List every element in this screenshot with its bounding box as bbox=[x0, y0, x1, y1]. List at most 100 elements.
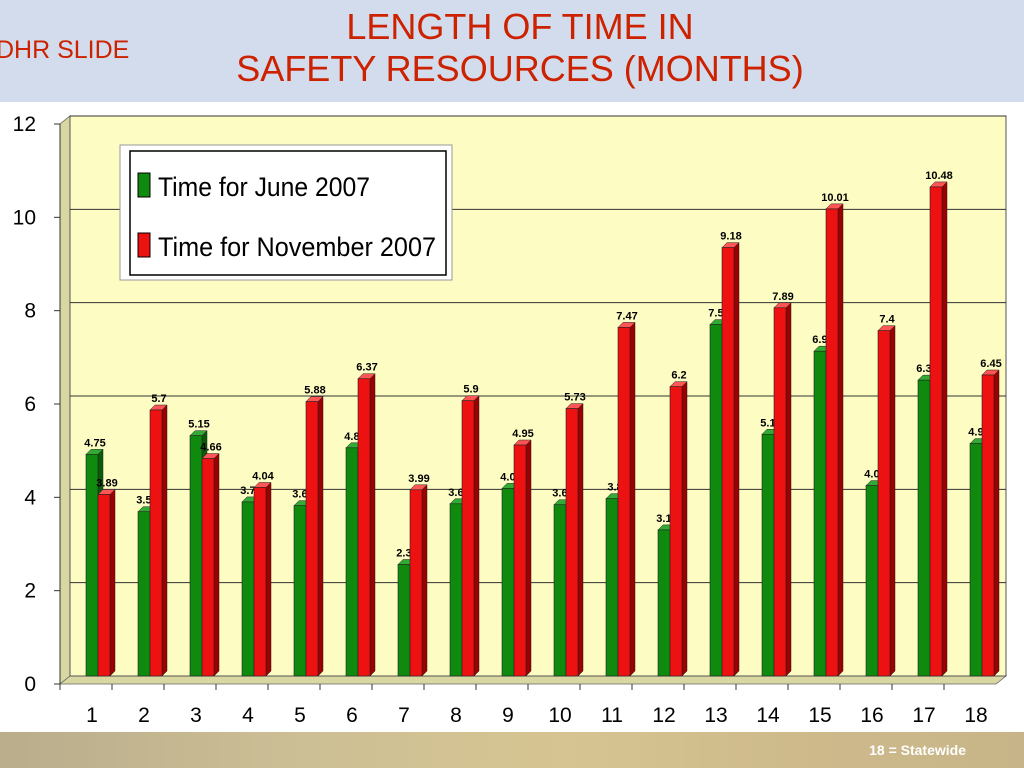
x-tick-label: 6 bbox=[346, 704, 358, 727]
bar bbox=[201, 458, 215, 677]
bar bbox=[773, 307, 787, 677]
legend-label: Time for June 2007 bbox=[158, 172, 370, 202]
data-label: 10.48 bbox=[925, 170, 953, 182]
x-tick-label: 17 bbox=[912, 704, 935, 727]
bar bbox=[189, 435, 203, 677]
plot-side-wall bbox=[59, 115, 71, 685]
bar bbox=[241, 501, 255, 677]
bar bbox=[253, 487, 267, 677]
x-tick-label: 5 bbox=[294, 704, 306, 727]
bar bbox=[409, 489, 423, 677]
bar bbox=[293, 505, 307, 677]
y-tick-label: 0 bbox=[24, 673, 36, 696]
y-tick-label: 6 bbox=[24, 393, 36, 416]
bar bbox=[605, 498, 619, 677]
footer-band bbox=[0, 732, 1024, 768]
data-label: 5.15 bbox=[188, 419, 209, 431]
x-tick-label: 2 bbox=[138, 704, 150, 727]
legend-label: Time for November 2007 bbox=[158, 232, 436, 262]
bar-chart: 0246810124.753.8913.525.725.154.6633.734… bbox=[13, 113, 1008, 727]
bar-side bbox=[941, 181, 948, 677]
bar-side bbox=[837, 203, 844, 677]
bar bbox=[461, 400, 475, 677]
bar bbox=[813, 350, 827, 677]
x-tick-label: 13 bbox=[704, 704, 727, 727]
bar bbox=[97, 494, 111, 677]
x-tick-label: 7 bbox=[398, 704, 410, 727]
y-tick-label: 4 bbox=[24, 486, 36, 509]
data-label: 4.95 bbox=[512, 428, 533, 440]
bar bbox=[513, 444, 527, 677]
data-label: 6.37 bbox=[356, 362, 377, 374]
data-label: 4.66 bbox=[200, 442, 221, 454]
data-label: 5.7 bbox=[151, 393, 166, 405]
legend-swatch bbox=[137, 232, 151, 258]
data-label: 10.01 bbox=[821, 192, 849, 204]
slide-title: LENGTH OF TIME IN SAFETY RESOURCES (MONT… bbox=[140, 6, 900, 90]
bar bbox=[981, 374, 995, 677]
x-tick-label: 11 bbox=[601, 704, 623, 727]
title-band bbox=[0, 0, 1024, 102]
data-label: 3.89 bbox=[96, 477, 117, 489]
bar-side bbox=[681, 381, 688, 677]
title-line-2: SAFETY RESOURCES (MONTHS) bbox=[236, 48, 804, 89]
data-label: 4.75 bbox=[84, 437, 105, 449]
legend-frame bbox=[129, 150, 447, 276]
title-line-1: LENGTH OF TIME IN bbox=[346, 6, 694, 47]
bar bbox=[449, 503, 463, 677]
bar bbox=[657, 529, 671, 677]
plot-floor bbox=[58, 675, 1008, 685]
bar-side bbox=[317, 395, 324, 677]
data-label: 7.47 bbox=[616, 310, 637, 322]
y-tick-label: 12 bbox=[13, 113, 36, 136]
bar-side bbox=[733, 241, 740, 677]
x-tick-label: 15 bbox=[808, 704, 831, 727]
bar bbox=[917, 379, 931, 677]
bar-side bbox=[525, 439, 532, 677]
bar-side bbox=[213, 452, 220, 677]
bar-side bbox=[265, 481, 272, 677]
bar bbox=[149, 409, 163, 677]
x-tick-label: 3 bbox=[190, 704, 202, 727]
bar bbox=[865, 485, 879, 677]
x-tick-label: 8 bbox=[450, 704, 462, 727]
y-tick-label: 10 bbox=[13, 206, 36, 229]
x-tick-label: 4 bbox=[242, 704, 254, 727]
bar-side bbox=[577, 402, 584, 677]
bar bbox=[877, 330, 891, 677]
statewide-footnote: 18 = Statewide bbox=[869, 742, 966, 758]
bar bbox=[825, 208, 839, 677]
bar-side bbox=[629, 321, 636, 677]
bar bbox=[761, 433, 775, 677]
bar bbox=[137, 511, 151, 677]
data-label: 5.88 bbox=[304, 385, 325, 397]
data-label: 6.2 bbox=[671, 370, 686, 382]
bar bbox=[501, 488, 515, 677]
bar-side bbox=[473, 395, 480, 677]
legend-swatch bbox=[137, 172, 151, 198]
data-label: 7.89 bbox=[772, 291, 793, 303]
bar bbox=[969, 443, 983, 677]
data-label: 7.4 bbox=[879, 314, 895, 326]
bar-side bbox=[785, 302, 792, 677]
bar-side bbox=[889, 325, 896, 677]
y-tick-label: 2 bbox=[24, 580, 36, 603]
data-label: 6.45 bbox=[980, 358, 1001, 370]
legend: Time for June 2007 Time for November 2007 bbox=[119, 144, 453, 281]
bar bbox=[565, 408, 579, 677]
bar bbox=[929, 186, 943, 677]
data-label: 4.04 bbox=[252, 470, 274, 482]
bar bbox=[669, 386, 683, 677]
bar bbox=[345, 447, 359, 677]
x-tick-label: 9 bbox=[502, 704, 514, 727]
x-tick-label: 16 bbox=[860, 704, 883, 727]
slide-tag: DHR SLIDE bbox=[0, 36, 130, 64]
x-tick-label: 1 bbox=[86, 704, 98, 727]
bar bbox=[357, 378, 371, 677]
x-tick-label: 12 bbox=[652, 704, 675, 727]
bar bbox=[397, 564, 411, 677]
y-tick-label: 8 bbox=[24, 300, 36, 323]
bar-side bbox=[109, 488, 116, 677]
x-tick-label: 10 bbox=[548, 704, 571, 727]
data-label: 5.9 bbox=[463, 384, 478, 396]
